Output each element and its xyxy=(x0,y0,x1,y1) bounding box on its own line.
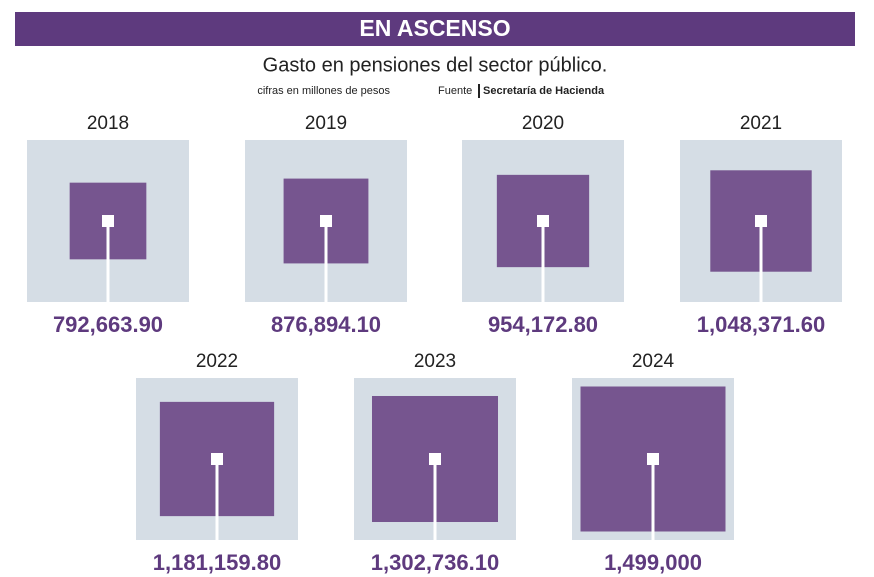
source: Secretaría de Hacienda xyxy=(483,85,605,97)
year-label: 2019 xyxy=(305,113,347,134)
pointer-line xyxy=(651,459,655,540)
separator xyxy=(478,84,480,98)
pointer-line xyxy=(541,221,545,302)
value-label: 954,172.80 xyxy=(488,312,598,337)
subtitle: Gasto en pensiones del sector público. xyxy=(263,54,608,76)
value-label: 1,048,371.60 xyxy=(697,312,825,337)
value-label: 876,894.10 xyxy=(271,312,381,337)
value-label: 792,663.90 xyxy=(53,312,163,337)
value-label: 1,302,736.10 xyxy=(371,550,499,575)
source-label: Fuente xyxy=(438,85,472,97)
pointer-line xyxy=(106,221,110,302)
pointer-line xyxy=(215,459,219,540)
value-label: 1,181,159.80 xyxy=(153,550,281,575)
year-label: 2023 xyxy=(414,351,456,372)
pointer-line xyxy=(324,221,328,302)
year-label: 2020 xyxy=(522,113,564,134)
value-label: 1,499,000 xyxy=(604,550,702,575)
year-label: 2021 xyxy=(740,113,782,134)
header-bar xyxy=(15,12,855,46)
pointer-line xyxy=(433,459,437,540)
chart-title: EN ASCENSO xyxy=(359,15,510,41)
note: cifras en millones de pesos xyxy=(257,85,390,97)
pointer-line xyxy=(759,221,763,302)
year-label: 2018 xyxy=(87,113,129,134)
year-label: 2024 xyxy=(632,351,675,372)
year-label: 2022 xyxy=(196,351,238,372)
